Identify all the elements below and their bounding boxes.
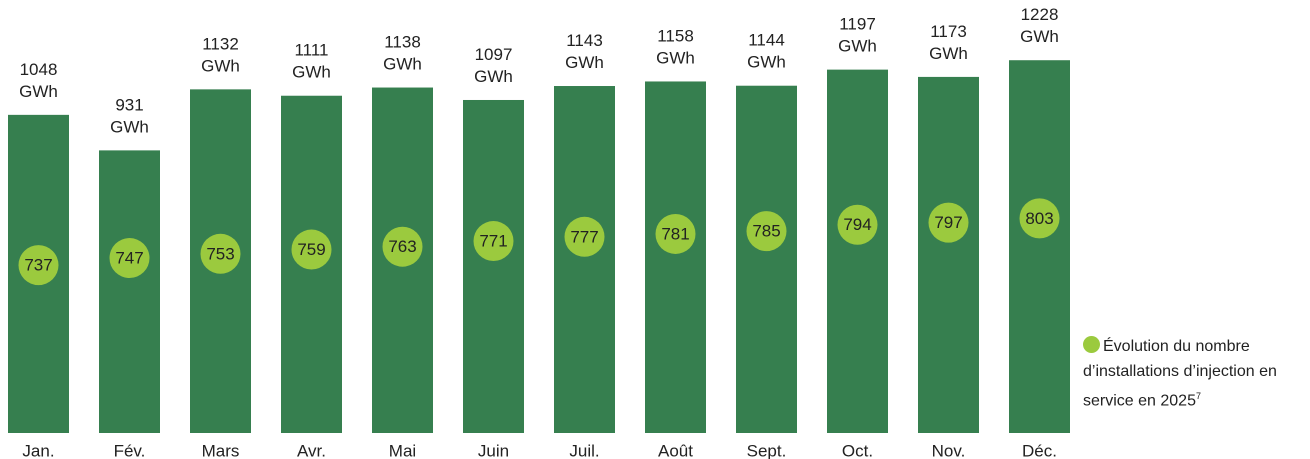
legend-label: Évolution du nombre d’installations d’in… xyxy=(1083,338,1277,410)
point-label: 759 xyxy=(297,240,325,259)
point xyxy=(746,211,787,252)
bar xyxy=(918,76,979,434)
point-label: 785 xyxy=(752,222,780,241)
point xyxy=(928,202,969,243)
point xyxy=(109,238,150,279)
point xyxy=(564,216,605,257)
bar-label: 1173 GWh xyxy=(929,22,968,63)
x-tick-label: Juin xyxy=(478,441,509,459)
point-label: 763 xyxy=(388,237,416,256)
bar-label: 1048 GWh xyxy=(19,60,58,101)
bar-label: 931 GWh xyxy=(110,95,149,136)
bar-label: 1111 GWh xyxy=(292,41,331,82)
x-tick-label: Mars xyxy=(202,441,240,459)
point-label: 803 xyxy=(1025,209,1053,228)
x-tick-label: Sept. xyxy=(747,441,787,459)
legend: Évolution du nombre d’installations d’in… xyxy=(1083,334,1305,413)
point xyxy=(837,204,878,245)
point xyxy=(1019,198,1060,239)
point-label: 777 xyxy=(570,227,598,246)
x-tick-label: Jan. xyxy=(22,441,54,459)
point-label: 737 xyxy=(24,256,52,275)
point xyxy=(382,226,423,267)
bar xyxy=(99,150,160,433)
legend-footnote: 7 xyxy=(1195,391,1201,401)
bar xyxy=(554,86,615,434)
x-tick-label: Juil. xyxy=(569,441,599,459)
point xyxy=(655,213,696,254)
point-label: 747 xyxy=(115,249,143,268)
legend-swatch xyxy=(1083,336,1100,353)
x-tick-label: Oct. xyxy=(842,441,873,459)
point-label: 753 xyxy=(206,244,234,263)
x-tick-label: Août xyxy=(658,441,693,459)
bar-label: 1158 GWh xyxy=(656,26,695,67)
point xyxy=(18,245,59,286)
bar xyxy=(1009,60,1070,433)
x-tick-label: Nov. xyxy=(932,441,966,459)
point-label: 771 xyxy=(479,232,507,251)
point xyxy=(473,221,514,262)
bar xyxy=(827,69,888,433)
point-label: 781 xyxy=(661,224,689,243)
bar-label: 1143 GWh xyxy=(565,31,604,72)
x-tick-label: Déc. xyxy=(1022,441,1057,459)
x-tick-label: Mai xyxy=(389,441,416,459)
point xyxy=(291,229,332,270)
bar xyxy=(645,81,706,433)
bar-label: 1097 GWh xyxy=(474,45,513,86)
bar-label: 1144 GWh xyxy=(747,31,786,72)
x-tick-label: Fév. xyxy=(114,441,146,459)
x-tick-label: Avr. xyxy=(297,441,326,459)
bar-label: 1138 GWh xyxy=(383,33,422,74)
bar xyxy=(736,85,797,433)
point-label: 797 xyxy=(934,213,962,232)
bar xyxy=(463,99,524,433)
bar-label: 1228 GWh xyxy=(1020,5,1059,46)
point xyxy=(200,233,241,274)
bar-label: 1132 GWh xyxy=(201,34,240,75)
bar-label: 1197 GWh xyxy=(838,15,877,56)
point-label: 794 xyxy=(843,215,871,234)
